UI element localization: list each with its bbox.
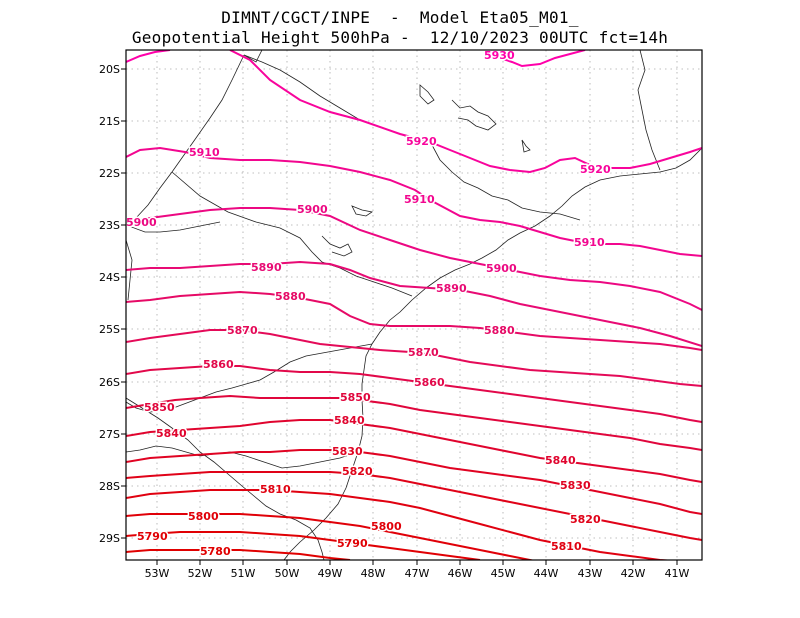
contour-line-5850 <box>126 394 702 451</box>
plot-frame <box>125 49 703 561</box>
lat-tick-label: 21S <box>99 115 120 128</box>
lon-tick-label: 53W <box>145 567 170 580</box>
lat-tick-label: 23S <box>99 219 120 232</box>
contour-label: 5870 <box>408 346 439 359</box>
contour-label: 5900 <box>297 203 328 216</box>
contour-label: 5820 <box>570 513 601 526</box>
contour-label: 5850 <box>340 391 371 404</box>
lat-tick-label: 25S <box>99 323 120 336</box>
state-border-sp-pr <box>171 171 413 297</box>
state-border-sp-ms <box>126 54 245 226</box>
contour-label: 5830 <box>332 445 363 458</box>
state-border-ms-pr <box>126 221 221 233</box>
contour-labels: 5930 5920 5920 5910 5910 5910 5900 5900 … <box>125 48 613 560</box>
lon-tick-label: 41W <box>665 567 690 580</box>
lat-tick-label: 28S <box>99 480 120 493</box>
lat-tick-label: 20S <box>99 63 120 76</box>
contour-label: 5810 <box>551 540 582 553</box>
contour-label: 5930 <box>484 49 515 62</box>
coastline <box>283 147 702 560</box>
contour-line-5780 <box>126 549 351 560</box>
state-border-mg-sp <box>243 54 433 146</box>
contour-label: 5840 <box>334 414 365 427</box>
state-border-go-mg <box>243 50 263 63</box>
contour-label: 5920 <box>406 135 437 148</box>
contour-label: 5920 <box>580 163 611 176</box>
contour-label: 5790 <box>337 537 368 550</box>
contour-label: 5860 <box>203 358 234 371</box>
contour-line-5860 <box>126 365 702 423</box>
state-border-mg-es <box>637 50 661 171</box>
lon-tick-label: 44W <box>534 567 559 580</box>
lon-tick-label: 51W <box>231 567 256 580</box>
lon-tick-label: 45W <box>491 567 516 580</box>
contour-label: 5800 <box>371 520 402 533</box>
lon-tick-label: 49W <box>318 567 343 580</box>
contour-line-5910 <box>126 146 702 257</box>
contour-label: 5790 <box>137 530 168 543</box>
lake-3 <box>351 205 374 217</box>
contour-label: 5860 <box>414 376 445 389</box>
contour-label: 5810 <box>260 483 291 496</box>
contour-label: 5890 <box>251 261 282 274</box>
contour-lines <box>126 50 702 560</box>
contour-label: 5910 <box>404 193 435 206</box>
contour-line-5840 <box>126 419 702 483</box>
contour-label: 5910 <box>189 146 220 159</box>
contour-line-5930 <box>126 50 171 63</box>
lon-tick-labels: 53W 52W 51W 50W 49W 48W 47W 46W 45W 44W … <box>145 567 690 580</box>
contour-label: 5890 <box>436 282 467 295</box>
title-line-1: DIMNT/CGCT/INPE - Model Eta05_M01_ <box>221 8 579 27</box>
tick-marks <box>121 68 678 565</box>
state-border-mg-rj <box>431 144 581 221</box>
contour-label: 5800 <box>188 510 219 523</box>
lat-tick-label: 24S <box>99 271 120 284</box>
lon-tick-label: 43W <box>578 567 603 580</box>
contour-line-5820 <box>126 471 702 541</box>
furnas-reservoir <box>451 99 497 131</box>
lake-4 <box>521 139 531 153</box>
title-line-2: Geopotential Height 500hPa - 12/10/2023 … <box>131 28 669 47</box>
lat-tick-label: 27S <box>99 428 120 441</box>
contour-label: 5840 <box>156 427 187 440</box>
lon-tick-label: 48W <box>361 567 386 580</box>
contour-line-5810 <box>126 489 676 560</box>
contour-line-5880 <box>126 290 702 351</box>
contour-label: 5780 <box>200 545 231 558</box>
contour-line-5900 <box>126 207 702 311</box>
contour-label: 5820 <box>342 465 373 478</box>
contour-label: 5840 <box>545 454 576 467</box>
lat-tick-label: 22S <box>99 167 120 180</box>
lat-tick-label: 26S <box>99 376 120 389</box>
lat-tick-labels: 20S 21S 22S 23S 24S 25S 26S 27S 28S 29S <box>99 63 120 545</box>
contour-line-5890 <box>126 260 702 347</box>
contour-label: 5900 <box>486 262 517 275</box>
itaipu-reservoir <box>321 235 353 257</box>
lon-tick-label: 42W <box>621 567 646 580</box>
lon-tick-label: 50W <box>275 567 300 580</box>
lon-tick-label: 52W <box>188 567 213 580</box>
lat-tick-label: 29S <box>99 532 120 545</box>
coastline-and-borders <box>126 50 702 560</box>
contour-label: 5910 <box>574 236 605 249</box>
contour-label: 5870 <box>227 324 258 337</box>
lake-2 <box>419 84 435 105</box>
contour-line-5830 <box>126 449 702 515</box>
contour-line-5870 <box>126 329 702 387</box>
contour-line-5920 <box>229 50 702 174</box>
contour-label: 5880 <box>275 290 306 303</box>
contour-label: 5830 <box>560 479 591 492</box>
lon-tick-label: 47W <box>405 567 430 580</box>
state-border-pr-sc <box>126 343 373 413</box>
contour-label: 5850 <box>144 401 175 414</box>
border-argentina <box>126 397 297 521</box>
lagoa-dos-patos <box>295 519 325 560</box>
contour-label: 5900 <box>126 216 157 229</box>
lon-tick-label: 46W <box>448 567 473 580</box>
contour-label: 5880 <box>484 324 515 337</box>
contour-line-5800 <box>126 513 536 560</box>
contour-line-5930b <box>489 50 586 68</box>
contour-line-5790 <box>126 531 481 560</box>
